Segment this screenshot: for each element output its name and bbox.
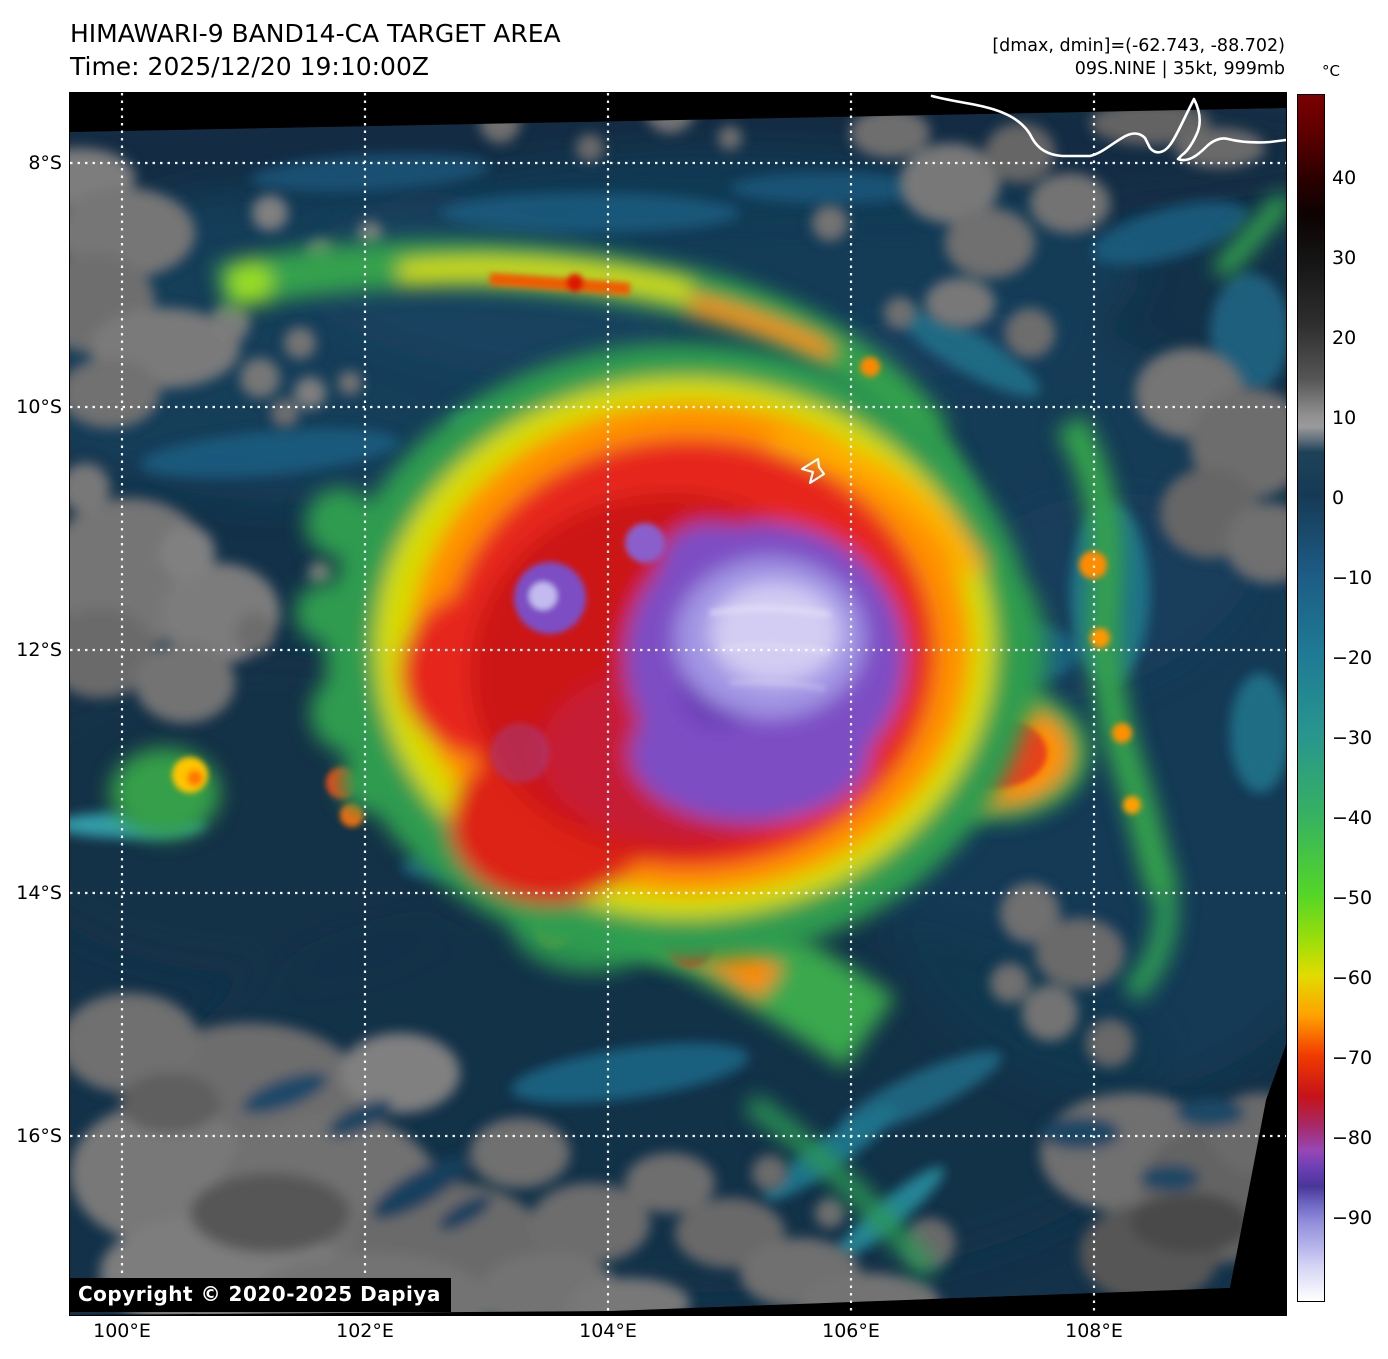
colorbar-tick: −30 (1332, 727, 1373, 749)
colorbar-tick: −60 (1332, 967, 1373, 989)
colorbar-tick: 20 (1332, 327, 1357, 349)
satellite-map (69, 92, 1287, 1316)
colorbar-tick: 40 (1332, 167, 1357, 189)
lat-tick-label: 12°S (16, 639, 62, 661)
colorbar-tick: −20 (1332, 647, 1373, 669)
storm-info-annotation: 09S.NINE | 35kt, 999mb (1074, 59, 1285, 79)
timestamp: Time: 2025/12/20 19:10:00Z (70, 52, 429, 81)
colorbar (1297, 94, 1325, 1302)
copyright-label: Copyright © 2020-2025 Dapiya (70, 1278, 451, 1312)
colorbar-tick: −80 (1332, 1127, 1373, 1149)
page-title: HIMAWARI-9 BAND14-CA TARGET AREA (70, 19, 561, 48)
lat-tick-label: 8°S (28, 152, 62, 174)
coastline (930, 94, 1286, 162)
lon-tick-label: 100°E (93, 1320, 151, 1342)
ir-image (70, 93, 1286, 1315)
colorbar-tick: −10 (1332, 567, 1373, 589)
storm-center-marker (800, 457, 826, 485)
cyclone-core (295, 343, 1050, 973)
colorbar-tick: −50 (1332, 887, 1373, 909)
lat-tick-label: 10°S (16, 396, 62, 418)
lat-tick-label: 14°S (16, 882, 62, 904)
lon-tick-label: 102°E (336, 1320, 394, 1342)
colorbar-tick: 30 (1332, 247, 1357, 269)
graticule-gridlines (70, 93, 1286, 1315)
dmax-dmin-annotation: [dmax, dmin]=(-62.743, -88.702) (992, 36, 1285, 56)
colorbar-tick: −90 (1332, 1207, 1373, 1229)
lon-tick-label: 106°E (822, 1320, 880, 1342)
colorbar-tick: 10 (1332, 407, 1357, 429)
colorbar-tick: −70 (1332, 1047, 1373, 1069)
gray-low-clouds (70, 108, 1286, 1315)
lon-tick-label: 108°E (1065, 1320, 1123, 1342)
colorbar-tick: 0 (1332, 487, 1345, 509)
lon-tick-label: 104°E (579, 1320, 637, 1342)
colorbar-tick: −40 (1332, 807, 1373, 829)
lat-tick-label: 16°S (16, 1125, 62, 1147)
colorbar-unit-label: °C (1322, 62, 1340, 80)
